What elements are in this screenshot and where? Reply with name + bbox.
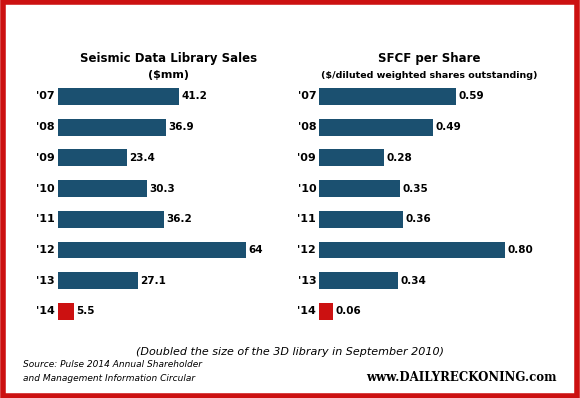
Text: SFCF per Share: SFCF per Share bbox=[378, 52, 480, 64]
Text: 0.34: 0.34 bbox=[401, 276, 426, 286]
Text: 0.59: 0.59 bbox=[459, 92, 484, 101]
Bar bbox=[319, 150, 384, 166]
Text: 36.2: 36.2 bbox=[166, 215, 193, 224]
Text: and Management Information Circular: and Management Information Circular bbox=[23, 374, 195, 383]
Text: '13: '13 bbox=[298, 276, 316, 286]
Bar bbox=[319, 272, 398, 289]
Text: 30.3: 30.3 bbox=[150, 183, 175, 193]
Text: '13: '13 bbox=[37, 276, 55, 286]
Bar bbox=[319, 242, 505, 258]
Text: ($/diluted weighted shares outstanding): ($/diluted weighted shares outstanding) bbox=[321, 70, 538, 80]
Text: 0.80: 0.80 bbox=[508, 245, 533, 255]
Bar bbox=[58, 211, 164, 228]
Bar bbox=[58, 88, 179, 105]
Text: '11: '11 bbox=[37, 215, 55, 224]
Bar bbox=[319, 119, 433, 136]
Text: '08: '08 bbox=[37, 122, 55, 132]
Bar bbox=[58, 150, 127, 166]
Text: 0.49: 0.49 bbox=[436, 122, 461, 132]
Text: 0.06: 0.06 bbox=[336, 306, 361, 316]
Bar bbox=[319, 88, 456, 105]
Text: '14: '14 bbox=[36, 306, 55, 316]
Bar bbox=[319, 303, 333, 320]
Text: '10: '10 bbox=[37, 183, 55, 193]
Text: 0.36: 0.36 bbox=[405, 215, 431, 224]
Text: (Doubled the size of the 3D library in September 2010): (Doubled the size of the 3D library in S… bbox=[136, 347, 444, 357]
Text: 27.1: 27.1 bbox=[140, 276, 166, 286]
Text: www.DAILYRECKONING.com: www.DAILYRECKONING.com bbox=[367, 371, 557, 384]
Text: 36.9: 36.9 bbox=[169, 122, 194, 132]
Text: 41.2: 41.2 bbox=[182, 92, 207, 101]
Text: '12: '12 bbox=[37, 245, 55, 255]
Text: A Closer Look at Pulse Seismic (PSD:tsx): A Closer Look at Pulse Seismic (PSD:tsx) bbox=[22, 25, 451, 44]
Bar bbox=[58, 180, 147, 197]
Text: 0.28: 0.28 bbox=[387, 153, 412, 163]
Text: '09: '09 bbox=[298, 153, 316, 163]
Text: '08: '08 bbox=[298, 122, 316, 132]
Bar bbox=[58, 242, 246, 258]
Text: ($mm): ($mm) bbox=[148, 70, 188, 80]
Text: 5.5: 5.5 bbox=[77, 306, 95, 316]
Text: '09: '09 bbox=[37, 153, 55, 163]
Bar bbox=[58, 119, 166, 136]
Text: '07: '07 bbox=[298, 92, 316, 101]
Bar bbox=[58, 272, 137, 289]
Text: '10: '10 bbox=[298, 183, 316, 193]
Text: Seismic Data Library Sales: Seismic Data Library Sales bbox=[79, 52, 257, 64]
Text: 64: 64 bbox=[248, 245, 263, 255]
Bar bbox=[319, 211, 403, 228]
Bar bbox=[58, 303, 74, 320]
Bar bbox=[319, 180, 400, 197]
Text: '11: '11 bbox=[298, 215, 316, 224]
Text: '14: '14 bbox=[298, 306, 316, 316]
Text: Source: Pulse 2014 Annual Shareholder: Source: Pulse 2014 Annual Shareholder bbox=[23, 360, 202, 369]
Text: '12: '12 bbox=[298, 245, 316, 255]
Text: 0.35: 0.35 bbox=[403, 183, 429, 193]
Text: 23.4: 23.4 bbox=[129, 153, 155, 163]
Text: '07: '07 bbox=[37, 92, 55, 101]
